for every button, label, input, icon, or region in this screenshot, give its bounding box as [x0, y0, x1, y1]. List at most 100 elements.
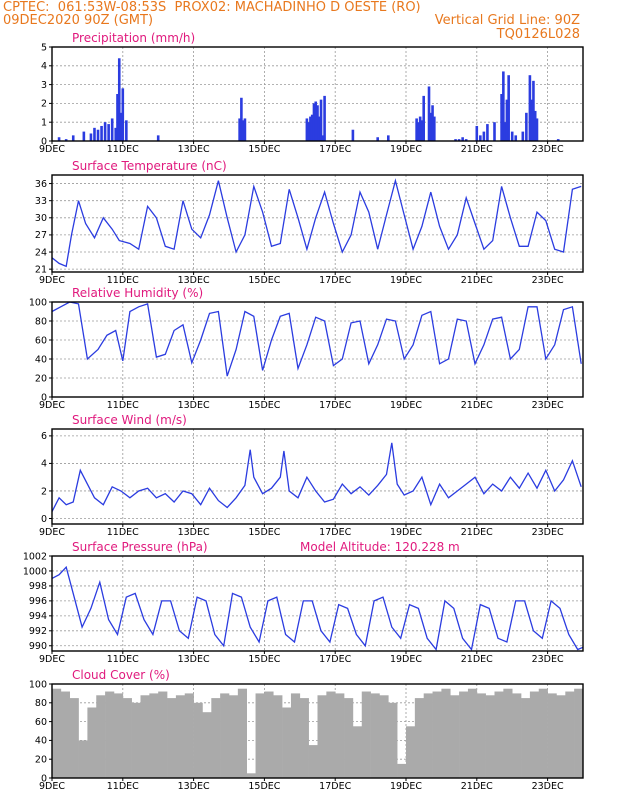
precip-bar: [71, 135, 75, 141]
precip-bar: [417, 122, 420, 141]
x-tick-label: 15DEC: [248, 275, 280, 286]
panel-frame: [51, 301, 584, 398]
cloud-bar: [450, 695, 460, 778]
y-tick-label: 30: [35, 213, 47, 224]
cloud-bar: [441, 688, 451, 778]
precip-bar: [505, 99, 509, 141]
cloud-bar: [423, 693, 433, 778]
cloud-bar: [397, 763, 407, 778]
y-tick-label: 20: [35, 755, 47, 766]
x-tick-label: 23DEC: [532, 781, 564, 792]
y-tick-label: 0: [41, 136, 47, 147]
y-tick-label: 1002: [23, 551, 47, 562]
series-line-humidity: [51, 301, 582, 377]
cloud-bar: [105, 691, 115, 778]
panel-frame: [51, 428, 584, 525]
x-tick-label: 17DEC: [319, 144, 351, 155]
x-tick-label: 19DEC: [390, 781, 422, 792]
precip-bar: [319, 99, 323, 141]
precip-bar: [110, 118, 114, 141]
x-tick-label: 19DEC: [390, 400, 422, 411]
panel-title: Surface Wind (m/s): [72, 413, 187, 427]
precip-bar: [500, 94, 503, 141]
y-tick-label: 20: [35, 373, 47, 384]
precip-bar: [93, 127, 96, 141]
cloud-bar: [52, 688, 62, 778]
cloud-bar: [299, 698, 309, 778]
cloud-bar: [193, 702, 203, 778]
precip-bar: [241, 120, 245, 141]
x-tick-label: 11DEC: [107, 275, 139, 286]
cloud-bar: [485, 695, 495, 778]
precip-bar: [493, 122, 496, 141]
x-tick-label: 21DEC: [461, 527, 493, 538]
y-tick-label: 992: [29, 626, 47, 637]
y-tick-label: 0: [41, 392, 47, 403]
header-model-id: TQ0126L028: [496, 27, 580, 42]
cloud-bar: [547, 693, 557, 778]
x-tick-label: 17DEC: [319, 400, 351, 411]
x-tick-label: 17DEC: [319, 654, 351, 665]
x-tick-label: 11DEC: [107, 400, 139, 411]
x-tick-label: 13DEC: [178, 144, 210, 155]
panel-title: Surface Temperature (nC): [72, 159, 227, 173]
precip-bar: [121, 88, 125, 141]
precip-bar: [114, 127, 118, 141]
x-tick-label: 9DEC: [39, 275, 65, 286]
cloud-bar: [414, 698, 424, 778]
x-tick-label: 9DEC: [39, 144, 65, 155]
cloud-bar: [529, 691, 540, 778]
x-tick-label: 19DEC: [390, 275, 422, 286]
y-tick-label: 40: [35, 354, 47, 365]
cloud-bar: [246, 773, 256, 778]
precip-bar: [475, 125, 479, 141]
y-tick-label: 24: [35, 247, 47, 258]
cloud-bar: [69, 698, 79, 778]
precip-bar: [116, 94, 119, 141]
cloud-bar: [184, 693, 194, 778]
cloud-bar: [335, 693, 345, 778]
panel-temperature: 21 24 27 30 33 36 9DEC 11DEC 13DEC 15DEC 17DEC 19DE…: [35, 159, 584, 286]
cloud-bar: [494, 691, 504, 778]
precip-bar: [457, 139, 461, 141]
precip-bar: [323, 95, 326, 141]
x-tick-label: 23DEC: [532, 275, 564, 286]
x-tick-label: 15DEC: [248, 654, 280, 665]
cloud-bar: [361, 691, 371, 778]
precip-bar: [525, 112, 528, 141]
precip-bar: [376, 137, 379, 141]
cloud-bar: [317, 695, 327, 778]
cloud-bar: [140, 695, 150, 778]
precip-bar: [535, 118, 539, 141]
precip-bar: [317, 116, 321, 141]
precip-bar: [351, 129, 355, 141]
x-tick-label: 19DEC: [390, 144, 422, 155]
panel-cloud-cover: 0 20 40 60 80 100 9DEC 11DEC 13DEC 15DEC 17DEC 19DE…: [29, 668, 584, 792]
cloud-bar: [60, 691, 70, 778]
precip-bar: [117, 58, 121, 141]
cloud-bar: [476, 693, 486, 778]
cloud-bar: [290, 693, 301, 778]
x-tick-label: 21DEC: [461, 144, 493, 155]
cloud-bar: [352, 726, 363, 778]
y-tick-label: 60: [35, 335, 47, 346]
precip-bar: [507, 75, 510, 141]
precip-bar: [314, 101, 318, 141]
header-grid-line-note: Vertical Grid Line: 90Z: [434, 13, 580, 28]
precip-bar: [482, 131, 486, 141]
cloud-bar: [96, 695, 106, 778]
y-tick-label: 2: [41, 486, 47, 497]
x-tick-label: 13DEC: [178, 400, 210, 411]
precip-bar: [305, 118, 309, 141]
y-tick-label: 6: [41, 431, 47, 442]
y-tick-label: 21: [35, 264, 47, 275]
cloud-bar: [503, 688, 513, 778]
panel-frame: [51, 555, 584, 652]
y-tick-label: 100: [29, 679, 47, 690]
x-tick-label: 13DEC: [178, 527, 210, 538]
y-tick-label: 994: [29, 611, 47, 622]
precip-bar: [107, 124, 110, 141]
panel-title: Precipitation (mm/h): [72, 31, 195, 45]
y-tick-label: 998: [29, 581, 47, 592]
precip-bar: [429, 112, 433, 141]
